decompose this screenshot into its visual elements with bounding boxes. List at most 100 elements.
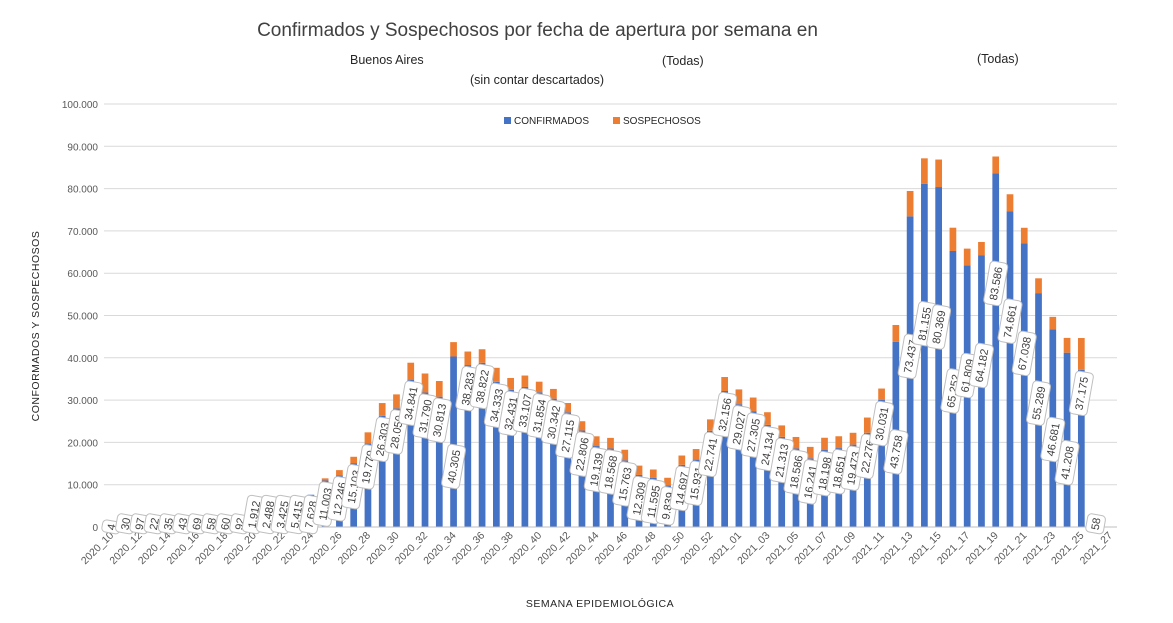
bar-confirmados <box>550 398 557 527</box>
bar-sospechosos <box>1077 338 1085 370</box>
y-tick-label: 80.000 <box>67 185 98 196</box>
bar-sospechosos <box>378 403 386 416</box>
bar-sospechosos <box>550 388 557 399</box>
data-label-text: 22.806 <box>574 437 592 472</box>
bar-sospechosos <box>607 437 614 449</box>
bar-sospechosos <box>749 397 757 412</box>
bar-sospechosos <box>764 412 771 425</box>
data-label: 30.813 <box>426 397 452 443</box>
data-label-box <box>997 298 1023 344</box>
data-label-text: 64.182 <box>974 348 992 383</box>
subtitle-note: (sin contar descartados) <box>470 73 605 87</box>
y-tick-label: 30.000 <box>67 396 98 407</box>
bar-confirmados <box>450 356 457 527</box>
bar-sospechosos <box>1006 194 1014 212</box>
data-label-text: 30.031 <box>874 406 892 441</box>
data-label-text: 40.305 <box>446 449 464 484</box>
bar-confirmados <box>749 411 757 527</box>
bar-sospechosos <box>806 446 814 459</box>
data-label-box <box>869 400 895 447</box>
data-label-text: 38.822 <box>474 369 492 404</box>
bar-sospechosos <box>821 437 828 451</box>
y-tick-label: 60.000 <box>67 269 98 280</box>
bar-confirmados <box>421 392 429 527</box>
data-label-box <box>1026 380 1052 426</box>
bar-confirmados <box>464 365 472 527</box>
legend: CONFIRMADOS SOSPECHOSOS <box>504 116 701 127</box>
bar-confirmados <box>435 396 443 527</box>
bar-confirmados <box>564 412 572 527</box>
data-label: 80.369 <box>926 304 952 350</box>
bar-sospechosos <box>835 436 843 449</box>
bar-sospechosos <box>592 436 600 447</box>
bar-sospechosos <box>692 449 700 460</box>
bar-sospechosos <box>863 417 871 433</box>
data-label-text: 27.115 <box>560 419 578 453</box>
y-tick-label: 50.000 <box>67 312 98 323</box>
data-label-box <box>1068 370 1094 417</box>
data-label: 43.758 <box>883 429 909 475</box>
bar-sospechosos <box>1035 278 1042 294</box>
data-label: 73.437 <box>897 333 923 380</box>
bar-confirmados <box>878 399 885 527</box>
bar-sospechosos <box>521 375 529 387</box>
data-label-text: 73.437 <box>902 339 920 374</box>
bar-sospechosos <box>621 449 629 461</box>
bar-confirmados <box>407 379 415 527</box>
y-tick-label: 90.000 <box>67 142 98 153</box>
bar-confirmados <box>863 432 871 527</box>
data-label-box <box>1011 330 1037 377</box>
data-label-text: 83.586 <box>988 266 1006 301</box>
legend-item-confirmados: CONFIRMADOS <box>504 116 589 127</box>
data-label-text: 22.741 <box>703 437 721 472</box>
data-label: 37.175 <box>1068 370 1094 417</box>
bar-sospechosos <box>949 227 957 251</box>
x-axis-title: SEMANA EPIDEMIOLÓGICA <box>525 598 675 610</box>
bar-confirmados <box>978 255 985 528</box>
data-label: 40.305 <box>441 443 467 490</box>
data-label-box <box>883 429 909 475</box>
data-label-text: 30.342 <box>546 405 564 440</box>
bar-confirmados <box>935 187 943 527</box>
bar-sospechosos <box>435 381 443 397</box>
data-label-text: 58 <box>1090 517 1104 531</box>
y-tick-label: 0 <box>92 523 98 534</box>
bar-confirmados <box>1020 243 1028 527</box>
legend-label-confirmados: CONFIRMADOS <box>514 116 589 127</box>
bar-sospechosos <box>564 402 572 413</box>
data-label-text: 30.813 <box>431 403 449 438</box>
y-tick-label: 10.000 <box>67 481 98 492</box>
bar-sospechosos <box>906 190 914 217</box>
legend-item-sospechosos: SOSPECHOSOS <box>613 116 701 127</box>
bar-sospechosos <box>1063 337 1071 353</box>
data-label-box <box>968 342 994 389</box>
filter-value-1[interactable]: (Todas) <box>662 54 704 68</box>
data-label-text: 46.681 <box>1045 422 1063 457</box>
data-label: 74.661 <box>997 298 1023 344</box>
data-label: 30.031 <box>869 400 895 447</box>
bar-confirmados <box>735 404 743 527</box>
y-tick-label: 70.000 <box>67 227 98 238</box>
chart-title: Confirmados y Sospechosos por fecha de a… <box>257 20 818 41</box>
bar-sospechosos <box>507 377 514 390</box>
bar-sospechosos <box>364 432 372 444</box>
filter-province[interactable]: Buenos Aires <box>350 53 424 67</box>
bar-sospechosos <box>707 419 714 431</box>
bar-confirmados <box>521 386 529 527</box>
filter-value-2[interactable]: (Todas) <box>977 52 1019 66</box>
data-label-box <box>441 443 467 490</box>
data-label-text: 80.369 <box>931 310 949 345</box>
data-label-box <box>426 397 452 443</box>
bar-sospechosos <box>735 389 743 405</box>
bar-sospechosos <box>493 367 500 382</box>
bar-sospechosos <box>992 156 1000 174</box>
y-tick-label: 100.000 <box>62 100 99 111</box>
bar-confirmados <box>707 430 714 527</box>
y-axis-title: CONFORMADOS Y SOSPECHOSOS <box>30 230 42 422</box>
bar-confirmados <box>378 415 386 527</box>
bar-sospechosos <box>649 469 657 478</box>
bar-sospechosos <box>407 362 415 380</box>
bar-confirmados <box>992 173 1000 527</box>
bar-sospechosos <box>1020 227 1028 244</box>
